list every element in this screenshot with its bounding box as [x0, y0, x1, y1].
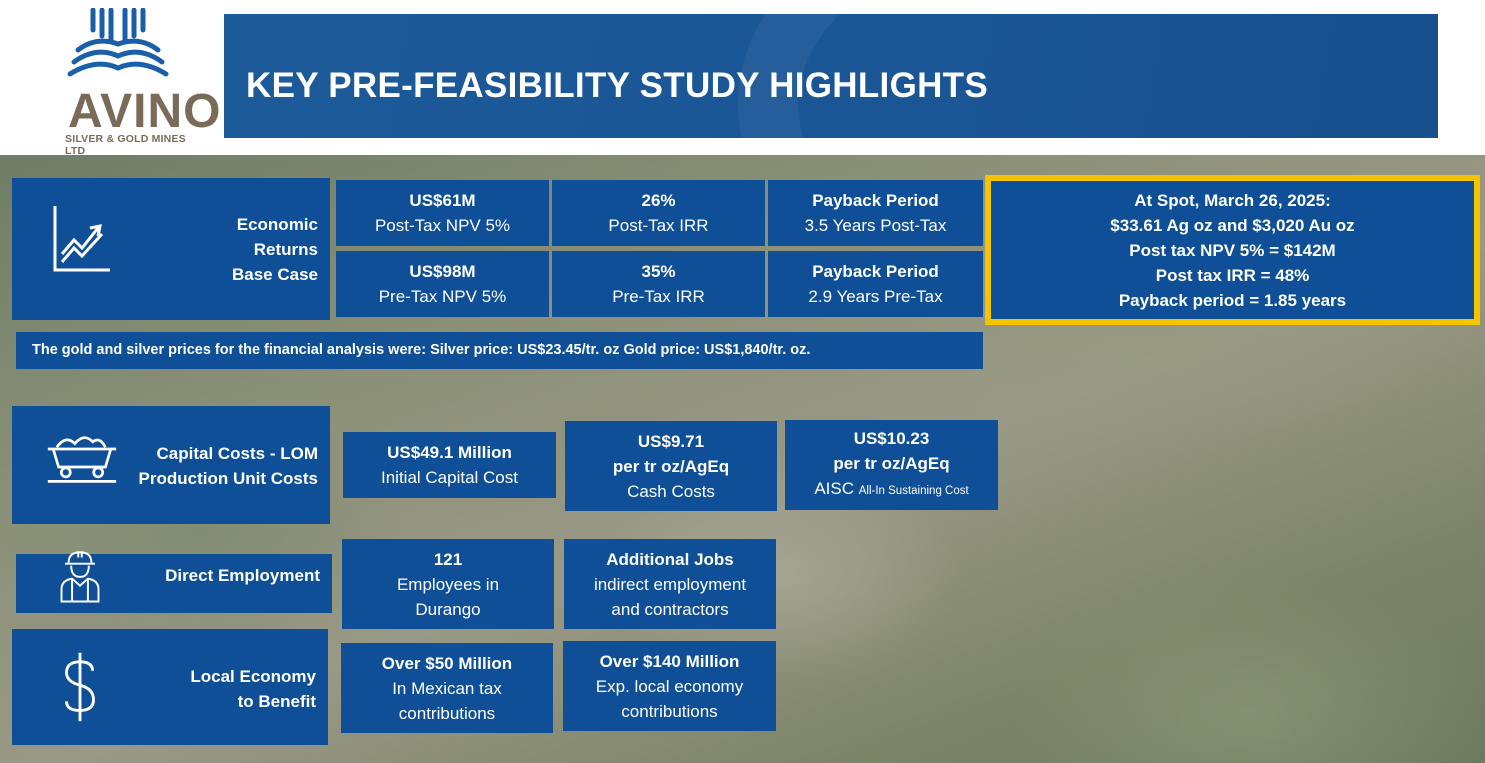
dollar-icon [65, 652, 95, 722]
local-economy-label: Local Economy to Benefit [190, 664, 316, 714]
card-value: Payback Period [812, 262, 939, 281]
spot-line: At Spot, March 26, 2025: [1134, 190, 1331, 210]
spot-line: Post tax IRR = 48% [1155, 265, 1310, 285]
chart-up-icon [53, 206, 110, 272]
label-line: Returns [253, 240, 318, 259]
card-desc: 3.5 Years Post-Tax [804, 216, 947, 235]
avino-emblem-icon [67, 8, 169, 77]
card-desc: Post-Tax NPV 5% [374, 216, 511, 235]
label-line: Base Case [231, 265, 318, 284]
pre-tax-irr-card: 35% Pre-Tax IRR [552, 251, 765, 317]
card-desc: contributions [621, 701, 718, 721]
pre-tax-npv-card: US$98M Pre-Tax NPV 5% [336, 251, 549, 317]
cash-costs-card: US$9.71 per tr oz/AgEq Cash Costs [565, 421, 777, 511]
card-value: Over $140 Million [599, 651, 740, 671]
capital-costs-category: Capital Costs - LOM Production Unit Cost… [12, 406, 330, 524]
local-economy-card: Over $140 Million Exp. local economy con… [563, 641, 776, 731]
label-line: Production Unit Costs [138, 469, 318, 488]
card-value: US$49.1 Million [387, 443, 512, 462]
card-desc-small: All-In Sustaining Cost [858, 485, 969, 497]
employees-card: 121 Employees in Durango [342, 539, 554, 629]
post-tax-irr-card: 26% Post-Tax IRR [552, 180, 765, 246]
direct-employment-category: Direct Employment [16, 551, 332, 613]
card-value: US$61M [409, 191, 476, 210]
price-assumption-note: The gold and silver prices for the finan… [16, 332, 983, 369]
local-economy-category: Local Economy to Benefit [12, 629, 328, 745]
card-value: Payback Period [812, 191, 939, 210]
capital-costs-label: Capital Costs - LOM Production Unit Cost… [139, 441, 318, 491]
card-desc: Exp. local economy [595, 676, 744, 696]
initial-capital-card: US$49.1 Million Initial Capital Cost [343, 432, 556, 498]
tax-contributions-card: Over $50 Million In Mexican tax contribu… [341, 643, 553, 733]
additional-jobs-card: Additional Jobs indirect employment and … [564, 539, 776, 629]
card-value: Over $50 Million [381, 653, 513, 673]
card-desc: and contractors [611, 599, 729, 619]
spot-line: $33.61 Ag oz and $3,020 Au oz [1110, 215, 1355, 235]
card-desc: Durango [415, 599, 481, 619]
label-line: Capital Costs - LOM [156, 444, 318, 463]
economic-returns-category: Economic Returns Base Case [12, 178, 330, 320]
card-value: 121 [433, 549, 463, 569]
card-desc: Cash Costs [627, 481, 715, 501]
logo-wordmark: AVINO [68, 85, 222, 138]
card-desc: contributions [398, 703, 496, 723]
card-value-unit: per tr oz/AgEq [612, 456, 730, 476]
aisc-card: US$10.23 per tr oz/AgEq AISC All-In Sust… [785, 420, 998, 510]
card-value: Additional Jobs [606, 549, 734, 569]
card-value-unit: per tr oz/AgEq [833, 454, 950, 473]
card-desc: 2.9 Years Pre-Tax [808, 287, 943, 306]
card-value: US$10.23 [853, 429, 930, 448]
direct-employment-label: Direct Employment [165, 566, 320, 585]
mine-cart-icon [47, 436, 117, 483]
spot-price-highlight: At Spot, March 26, 2025: $33.61 Ag oz an… [985, 175, 1480, 325]
card-desc: indirect employment [593, 574, 747, 594]
spot-line: Post tax NPV 5% = $142M [1129, 240, 1336, 260]
card-desc: Employees in [396, 574, 500, 594]
payback-post-tax-card: Payback Period 3.5 Years Post-Tax [768, 180, 983, 246]
avino-logo: AVINO SILVER & GOLD MINES LTD [30, 8, 220, 157]
page-title: KEY PRE-FEASIBILITY STUDY HIGHLIGHTS [246, 66, 989, 105]
card-value: US$9.71 [637, 431, 705, 451]
spot-line: Payback period = 1.85 years [1118, 290, 1347, 310]
post-tax-npv-card: US$61M Post-Tax NPV 5% [336, 180, 549, 246]
payback-pre-tax-card: Payback Period 2.9 Years Pre-Tax [768, 251, 983, 317]
card-desc: AISC [814, 479, 854, 498]
card-value: 26% [641, 191, 676, 210]
card-desc: In Mexican tax [392, 678, 502, 698]
card-desc-wrap: AISC All-In Sustaining Cost [814, 476, 968, 504]
label-line: Economic [236, 215, 318, 234]
card-value: 35% [641, 262, 676, 281]
card-desc: Pre-Tax NPV 5% [378, 287, 507, 306]
economic-returns-label: Economic Returns Base Case [232, 212, 318, 287]
card-value: US$98M [409, 262, 476, 281]
label-line: Local Economy [190, 667, 316, 686]
logo-subtitle: SILVER & GOLD MINES LTD [65, 133, 186, 157]
card-desc: Initial Capital Cost [380, 468, 518, 487]
label-line: to Benefit [237, 692, 316, 711]
card-desc: Post-Tax IRR [608, 216, 709, 235]
worker-icon [60, 551, 100, 603]
card-desc: Pre-Tax IRR [612, 287, 705, 306]
title-banner: KEY PRE-FEASIBILITY STUDY HIGHLIGHTS [224, 14, 1438, 138]
